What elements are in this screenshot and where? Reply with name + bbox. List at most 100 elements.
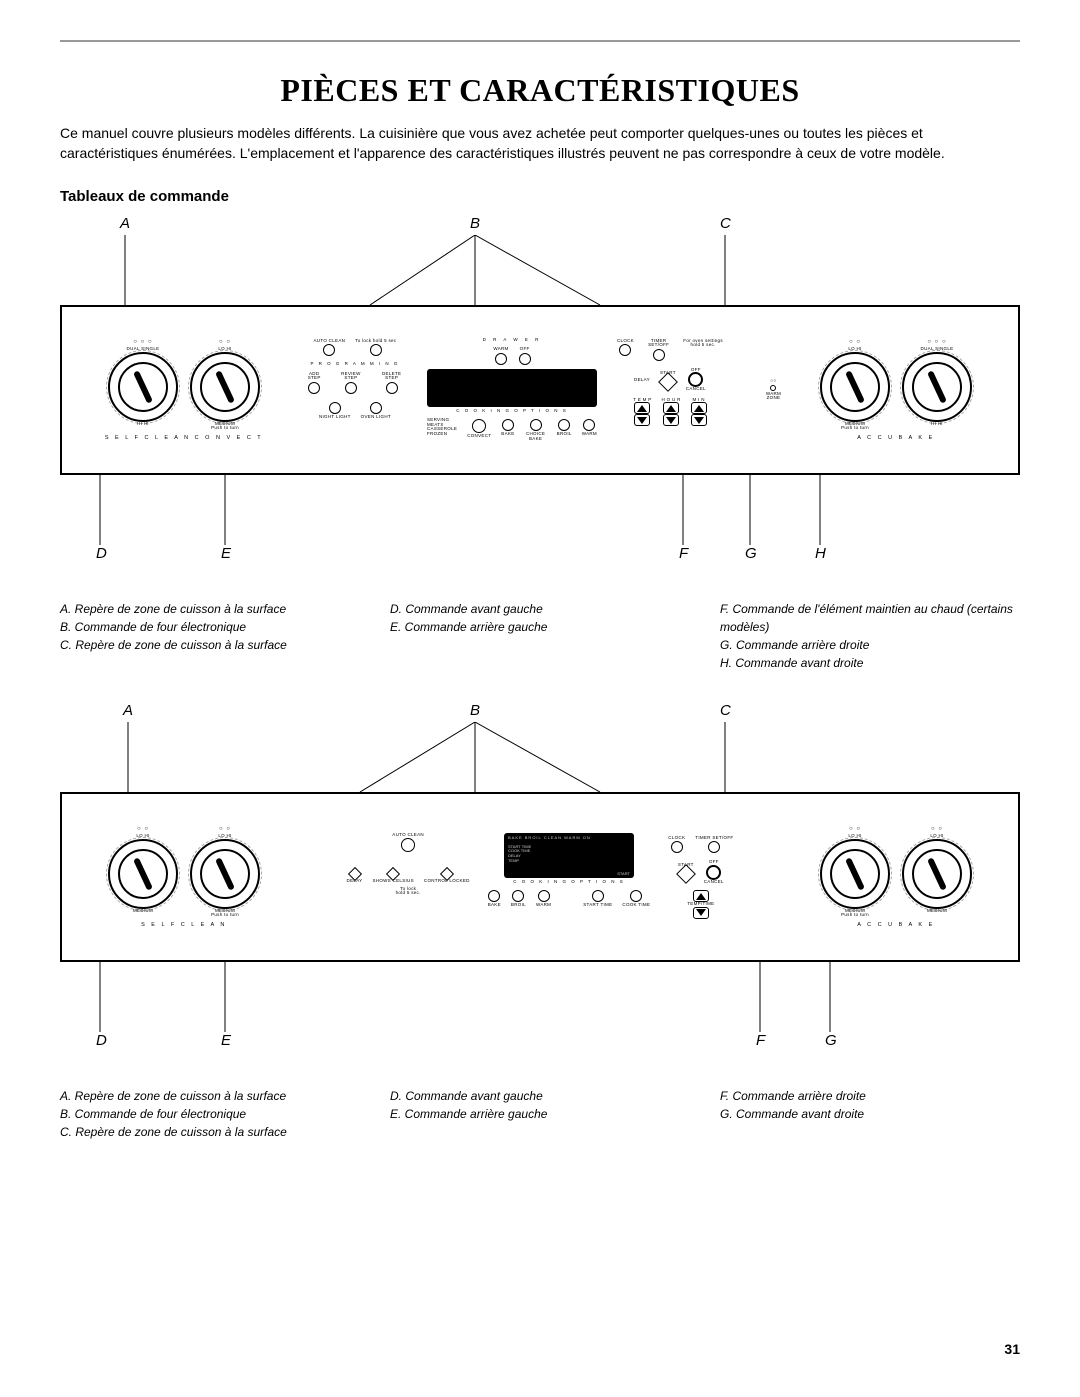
knob-icon[interactable] xyxy=(820,839,890,909)
panel2-left-pair: ○ ○ LO HI MEDIUM ○ ○ LO HI MEDIUM Push t… xyxy=(102,826,266,928)
indicator-dots: ○ ○ xyxy=(219,826,231,832)
warm-button[interactable]: WARM xyxy=(582,418,597,441)
timer-button[interactable]: TIMER SET/OFF xyxy=(644,339,673,362)
broil-button[interactable]: BROIL xyxy=(557,418,572,441)
auto-clean-button[interactable]: AUTO CLEAN xyxy=(314,339,346,358)
opts-text: SERVING MEATS CASSEROLE FROZEN xyxy=(427,418,457,441)
left-knob-2: ○ ○ LO HI MEDIUM Push to turn xyxy=(190,339,260,431)
start-button[interactable]: START xyxy=(660,371,676,390)
callout-E: E xyxy=(221,545,231,562)
callout-F: F xyxy=(679,545,688,562)
oven-light-button[interactable]: OVEN LIGHT xyxy=(361,401,391,420)
cook-time-button[interactable]: COOK TIME xyxy=(622,889,650,908)
choice-bake-button[interactable]: CHOICE BAKE xyxy=(525,418,547,441)
push-to-turn: Push to turn xyxy=(841,913,869,918)
panel2-bottom-letters: D E F G xyxy=(60,1032,1020,1052)
knob-icon[interactable] xyxy=(190,352,260,422)
callout-G: G xyxy=(745,545,757,562)
clock-button[interactable]: CLOCK xyxy=(668,836,685,855)
callout-A: A xyxy=(120,215,130,232)
auto-clean-button[interactable]: AUTO CLEAN xyxy=(392,833,424,854)
legend-item: A. Repère de zone de cuisson à la surfac… xyxy=(60,1087,360,1105)
p2-right-knob-1: ○ ○ LO HI MEDIUM Push to turn xyxy=(820,826,890,918)
right-knob-2: ○ ○ ○ DUAL SINGLE HI HI xyxy=(902,339,972,431)
knob-icon[interactable] xyxy=(820,352,890,422)
legend-item: H. Commande avant droite xyxy=(720,654,1020,672)
indicator-dots: ○ ○ xyxy=(849,826,861,832)
callout-C: C xyxy=(720,215,731,232)
warm-button[interactable]: WARM xyxy=(536,889,551,908)
callout-E: E xyxy=(221,1032,231,1049)
add-step-button[interactable]: ADD STEP xyxy=(303,372,326,395)
start-time-button[interactable]: START TIME xyxy=(583,889,612,908)
celsius-button[interactable]: SHOWS CELSIUS xyxy=(372,869,413,884)
temp-time-button[interactable]: TEMP/TIME xyxy=(687,890,714,919)
oven-display xyxy=(427,369,597,407)
legend2-colB: D. Commande avant gauche E. Commande arr… xyxy=(390,1087,690,1141)
circle-icon xyxy=(688,372,703,387)
lock-note: To lock hold 5 sec. xyxy=(396,887,421,896)
off-button[interactable]: OFF CANCEL xyxy=(686,368,706,392)
knob-icon[interactable] xyxy=(108,352,178,422)
callout-H: H xyxy=(815,545,826,562)
clock-button[interactable]: CLOCK xyxy=(617,339,634,362)
panel1-top-lines xyxy=(60,235,1020,305)
circle-icon xyxy=(706,865,721,880)
indicator-dots: ○ ○ xyxy=(137,826,149,832)
legend-item: D. Commande avant gauche xyxy=(390,1087,690,1105)
panel2-top-letters: A B C xyxy=(60,702,1020,722)
drawer-off-button[interactable]: OFF xyxy=(519,347,531,366)
legend-item: E. Commande arrière gauche xyxy=(390,618,690,636)
indicator-dots: ○ ○ xyxy=(219,339,231,345)
legend2: A. Repère de zone de cuisson à la surfac… xyxy=(60,1087,1020,1141)
p2-left-pair-label: S E L F C L E A N xyxy=(141,922,227,928)
panel2: ○ ○ LO HI MEDIUM ○ ○ LO HI MEDIUM Push t… xyxy=(60,792,1020,962)
lock-button[interactable]: CONTROL LOCKED xyxy=(424,869,470,884)
panel2-diagram: A B C ○ ○ LO HI MEDIUM ○ xyxy=(60,702,1020,1052)
legend-item: A. Repère de zone de cuisson à la surfac… xyxy=(60,600,360,618)
bake-button[interactable]: BAKE xyxy=(501,418,514,441)
legend-item: B. Commande de four électronique xyxy=(60,618,360,636)
page-number: 31 xyxy=(1004,1341,1020,1357)
panel1-diagram: A B C ○ ○ ○ DUAL SINGLE HI HI xyxy=(60,215,1020,565)
panel2-bottom-lines xyxy=(60,962,1020,1032)
panel1-top-letters: A B C xyxy=(60,215,1020,235)
legend2-colA: A. Repère de zone de cuisson à la surfac… xyxy=(60,1087,360,1141)
delay-button[interactable]: DELAY xyxy=(347,869,363,884)
knob-icon[interactable] xyxy=(902,352,972,422)
knob-icon[interactable] xyxy=(902,839,972,909)
hour-button[interactable]: H O U R xyxy=(662,398,681,427)
off-button[interactable]: OFF CANCEL xyxy=(704,860,724,884)
min-button[interactable]: M I N xyxy=(691,398,707,427)
callout-C: C xyxy=(720,702,731,719)
convect-button[interactable]: CONVECT xyxy=(467,418,491,441)
cancel-label: CANCEL xyxy=(704,880,724,885)
legend-item: E. Commande arrière gauche xyxy=(390,1105,690,1123)
panel1-center: AUTO CLEAN To lock hold 5 sec P R O G R … xyxy=(303,336,723,445)
knob-icon[interactable] xyxy=(108,839,178,909)
legend-item: G. Commande arrière droite xyxy=(720,636,1020,654)
legend1: A. Repère de zone de cuisson à la surfac… xyxy=(60,600,1020,672)
drawer-label: D R A W E R xyxy=(483,338,542,343)
delete-step-button[interactable]: DELETE STEP xyxy=(376,372,407,395)
push-to-turn: Push to turn xyxy=(211,913,239,918)
display-side: START xyxy=(617,871,630,876)
temp-up-button[interactable]: T E M P xyxy=(633,398,651,427)
broil-button[interactable]: BROIL xyxy=(511,889,526,908)
timer-button[interactable]: TIMER SET/OFF xyxy=(695,836,733,855)
legend-item: C. Repère de zone de cuisson à la surfac… xyxy=(60,636,360,654)
drawer-warm-button[interactable]: WARM xyxy=(493,347,508,366)
bake-button[interactable]: BAKE xyxy=(488,889,501,908)
indicator-dots: ○ ○ ○ xyxy=(133,339,152,345)
review-step-button[interactable]: REVIEW STEP xyxy=(335,372,366,395)
top-rule xyxy=(60,40,1020,42)
night-light-button[interactable]: NIGHT LIGHT xyxy=(319,401,351,420)
push-to-turn: Push to turn xyxy=(841,426,869,431)
left-pair-label: S E L F C L E A N C O N V E C T xyxy=(105,435,263,441)
lock-button[interactable]: To lock hold 5 sec xyxy=(355,339,396,358)
start-button[interactable]: START xyxy=(678,863,694,882)
warm-zone-indicator: ○○ WARM ZONE xyxy=(766,379,781,401)
knob-icon[interactable] xyxy=(190,839,260,909)
legend-item: G. Commande avant droite xyxy=(720,1105,1020,1123)
callout-F: F xyxy=(756,1032,765,1049)
